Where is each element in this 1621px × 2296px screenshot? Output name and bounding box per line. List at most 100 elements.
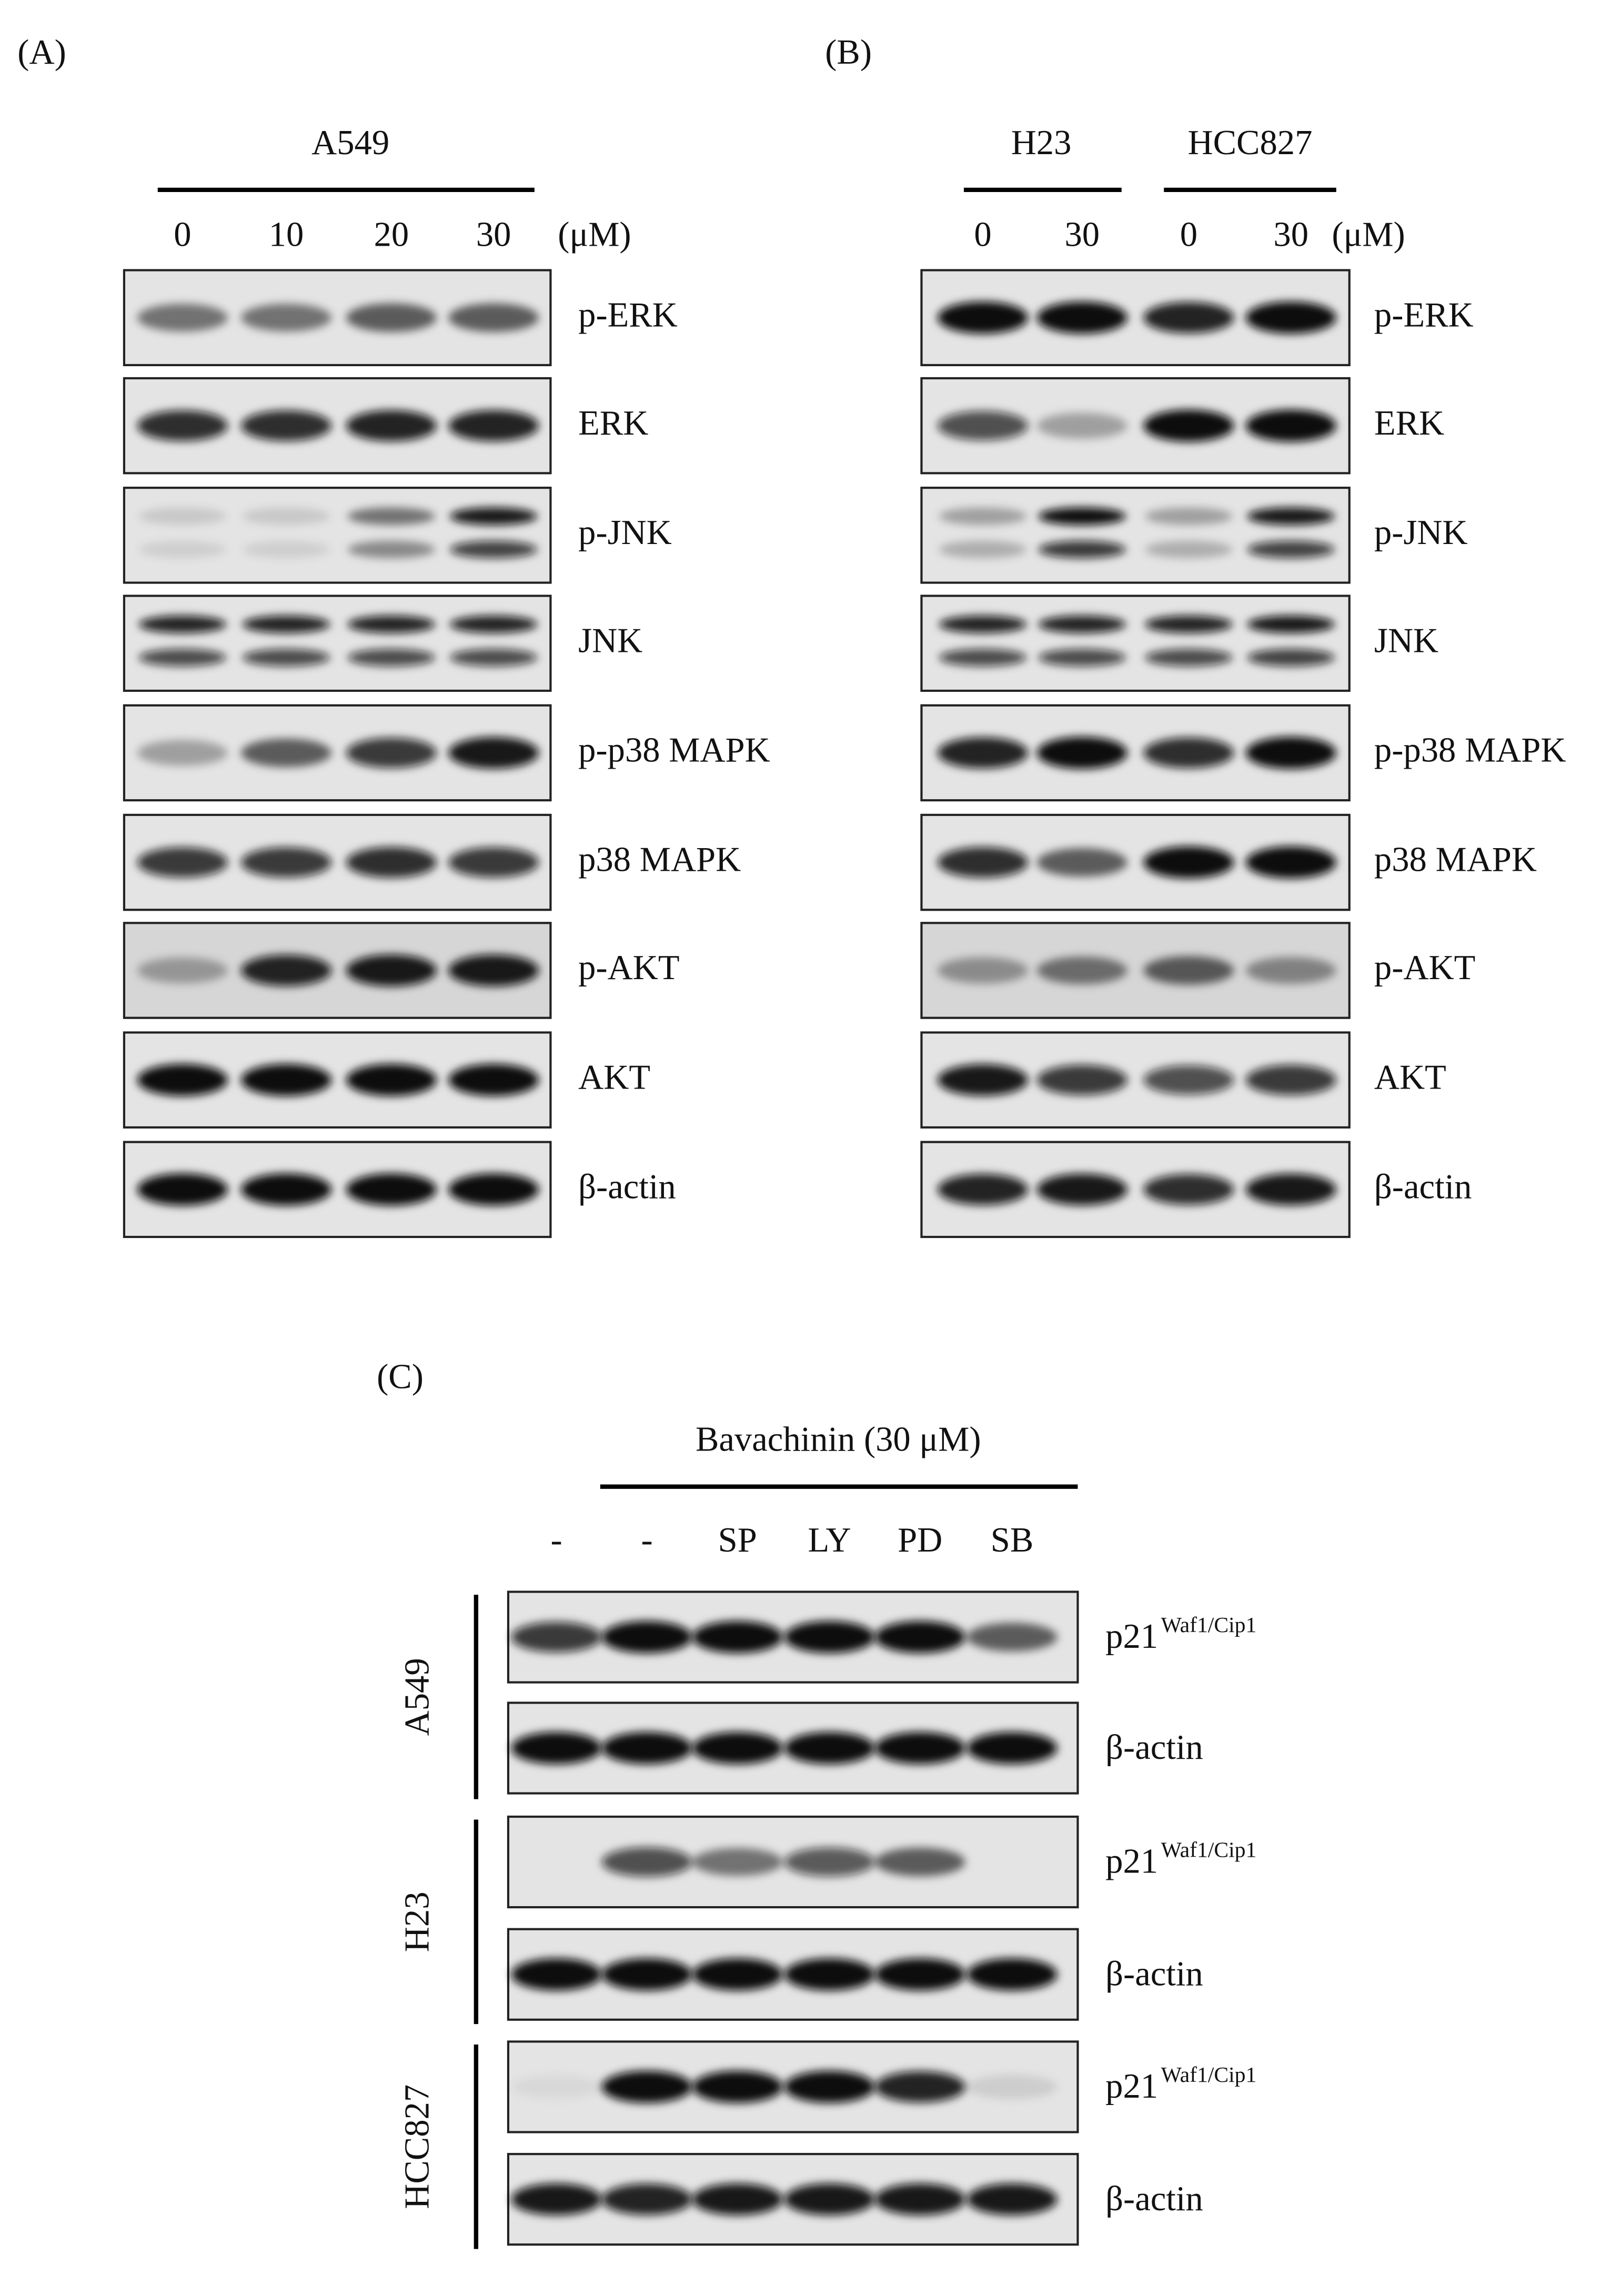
band — [1036, 1173, 1127, 1205]
protein-label: β-actin — [1105, 1955, 1203, 1993]
blot — [123, 377, 552, 475]
band — [1143, 1174, 1234, 1205]
panel-label: (A) — [17, 33, 66, 72]
band — [449, 507, 538, 525]
band — [448, 954, 539, 986]
band — [1036, 301, 1127, 334]
band — [346, 1064, 437, 1096]
band — [784, 2070, 875, 2103]
band — [347, 540, 436, 559]
protein-label: JNK — [578, 621, 642, 660]
band — [346, 954, 437, 986]
band — [347, 615, 436, 633]
band — [784, 1958, 875, 1991]
blot — [920, 269, 1351, 367]
band — [448, 737, 539, 769]
blot — [507, 1815, 1079, 1909]
band — [449, 615, 538, 633]
blot — [123, 269, 552, 367]
band — [1036, 848, 1127, 877]
protein-label: p-JNK — [1374, 513, 1468, 552]
blot — [920, 922, 1351, 1019]
band — [240, 304, 332, 332]
band — [1038, 615, 1126, 633]
unit-label: (μM) — [1332, 216, 1405, 254]
blot-frame — [123, 487, 552, 584]
band — [137, 957, 228, 984]
blot — [920, 1141, 1351, 1238]
band — [138, 507, 227, 525]
blot — [123, 595, 552, 692]
band — [601, 1847, 692, 1877]
blot — [123, 813, 552, 911]
band — [1247, 507, 1335, 525]
band — [240, 954, 332, 986]
protein-label: p38 MAPK — [1374, 841, 1537, 879]
protein-label: p21 Waf1/Cip1 — [1105, 1613, 1256, 1656]
band — [692, 1731, 783, 1765]
band — [1143, 956, 1234, 985]
band — [1143, 1065, 1234, 1095]
treatment-label: Bavachinin (30 μM) — [696, 1421, 981, 1459]
band — [1038, 507, 1126, 525]
band — [966, 1958, 1058, 1991]
band — [1245, 1064, 1336, 1095]
band — [240, 1064, 332, 1096]
blot — [920, 813, 1351, 911]
band — [939, 540, 1027, 559]
protein-name: β-actin — [1105, 2180, 1203, 2218]
protein-label: β-actin — [1374, 1167, 1472, 1206]
protein-label: ERK — [578, 404, 648, 442]
blot-frame — [123, 595, 552, 692]
protein-label: p-p38 MAPK — [1374, 731, 1566, 770]
band — [874, 2183, 965, 2216]
band — [1247, 615, 1335, 633]
band — [874, 1731, 965, 1765]
cell-line-label: H23 — [398, 1891, 437, 1952]
band — [138, 540, 227, 559]
blot — [507, 2040, 1079, 2133]
band — [601, 1731, 692, 1765]
blot — [507, 1590, 1079, 1684]
blot — [123, 1031, 552, 1129]
band — [1247, 649, 1335, 667]
protein-superscript: Waf1/Cip1 — [1161, 1838, 1257, 1862]
protein-name: p21 — [1105, 1842, 1158, 1881]
band — [449, 649, 538, 667]
band — [874, 1958, 965, 1991]
protein-label: β-actin — [1105, 2180, 1203, 2218]
blot — [123, 487, 552, 584]
band — [692, 1621, 783, 1654]
protein-label: p-AKT — [1374, 949, 1475, 987]
band — [966, 1731, 1058, 1765]
band — [1038, 649, 1126, 667]
band — [347, 649, 436, 667]
protein-label: ERK — [1374, 404, 1444, 442]
band — [137, 740, 228, 766]
band — [1145, 649, 1233, 667]
band — [347, 507, 436, 525]
band — [874, 1847, 965, 1877]
band — [346, 738, 437, 768]
blot — [920, 487, 1351, 584]
blot — [920, 595, 1351, 692]
band — [692, 2183, 783, 2216]
band — [511, 1731, 602, 1765]
band — [240, 738, 332, 768]
band — [937, 301, 1029, 334]
band — [937, 957, 1029, 984]
band — [137, 847, 228, 878]
blot — [123, 1141, 552, 1238]
cell-line-label: H23 — [1011, 124, 1072, 162]
protein-name: β-actin — [1105, 1728, 1203, 1767]
band — [937, 1064, 1029, 1096]
protein-label: p-ERK — [1374, 296, 1474, 334]
band — [242, 540, 330, 559]
cell-line-label: HCC827 — [398, 2084, 437, 2209]
condition-label: - — [550, 1521, 562, 1559]
band — [937, 411, 1029, 441]
protein-label: JNK — [1374, 621, 1438, 660]
band — [1036, 737, 1127, 769]
band — [1143, 846, 1234, 879]
